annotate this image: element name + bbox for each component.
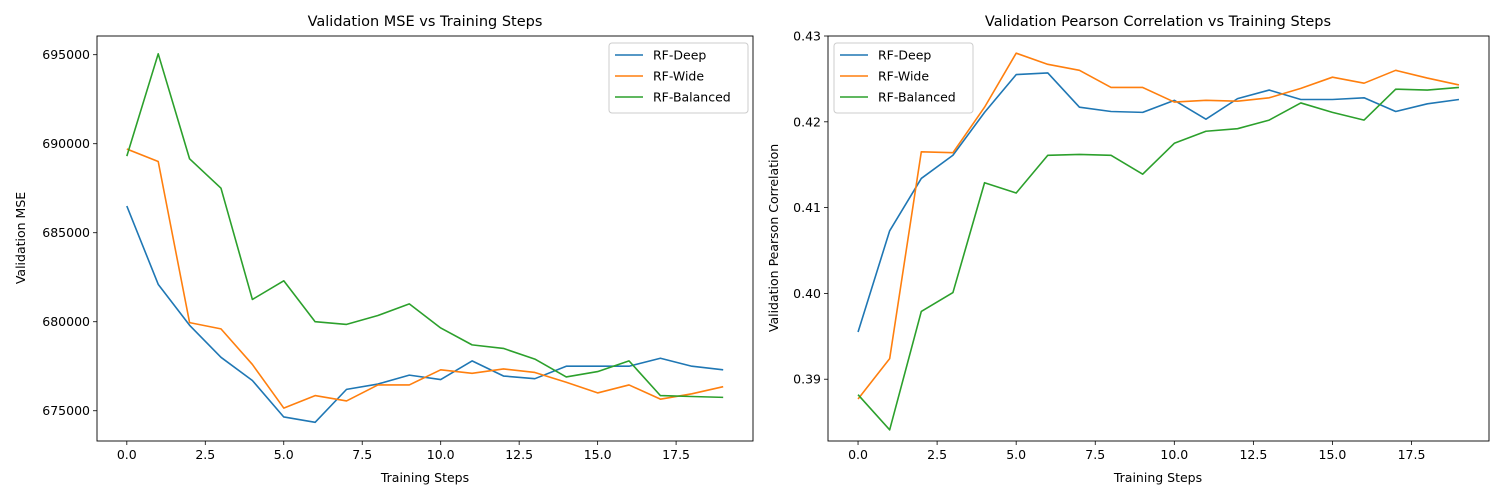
x-tick-label: 0.0: [848, 447, 868, 462]
legend: RF-Deep RF-Wide RF-Balanced: [608, 42, 749, 114]
chart-title: Validation MSE vs Training Steps: [308, 14, 543, 30]
x-tick-label: 7.5: [1085, 447, 1105, 462]
series-line-rf-deep: [857, 72, 1460, 333]
x-tick-label: 2.5: [195, 447, 215, 462]
x-tick-label: 10.0: [427, 447, 455, 462]
y-tick-label: 0.42: [793, 114, 821, 129]
series-line-rf-balanced: [857, 86, 1460, 431]
x-tick-label: 0.0: [117, 447, 137, 462]
tick-layer: 0.0 2.5 5.0 7.5 10.0 12.5 15.0 17.5 0.39 0.40 0.41…: [793, 29, 1425, 463]
x-tick-label: 12.5: [1239, 447, 1267, 462]
series-line-rf-balanced: [126, 52, 724, 399]
plot-frame: [96, 35, 754, 442]
legend-label: RF-Balanced: [653, 90, 731, 105]
y-tick-label: 675000: [42, 403, 90, 418]
legend-label: RF-Deep: [878, 48, 931, 63]
x-tick-label: 17.5: [662, 447, 690, 462]
x-tick-label: 15.0: [584, 447, 612, 462]
legend-label: RF-Wide: [878, 69, 929, 84]
y-tick-label: 690000: [42, 136, 90, 151]
mse-chart-panel: Validation MSE vs Training Steps Trainin…: [13, 14, 754, 485]
x-tick-label: 2.5: [927, 447, 947, 462]
x-tick-label: 15.0: [1319, 447, 1347, 462]
y-axis-label: Validation Pearson Correlation: [766, 144, 781, 332]
series-layer: [857, 52, 1460, 431]
y-tick-label: 0.39: [793, 372, 821, 387]
plot-frame: [827, 35, 1490, 442]
x-tick-label: 5.0: [274, 447, 294, 462]
legend-label: RF-Deep: [653, 48, 706, 63]
y-tick-label: 685000: [42, 225, 90, 240]
y-tick-label: 0.43: [793, 29, 821, 44]
y-tick-label: 695000: [42, 47, 90, 62]
legend-box: [833, 42, 974, 114]
x-tick-label: 7.5: [352, 447, 372, 462]
x-tick-label: 12.5: [505, 447, 533, 462]
y-axis-label: Validation MSE: [13, 192, 28, 284]
legend-box: [608, 42, 749, 114]
x-tick-label: 10.0: [1160, 447, 1188, 462]
y-tick-label: 0.41: [793, 200, 821, 215]
chart-title: Validation Pearson Correlation vs Traini…: [985, 14, 1331, 30]
legend: RF-Deep RF-Wide RF-Balanced: [833, 42, 974, 114]
tick-layer: 0.0 2.5 5.0 7.5 10.0 12.5 15.0 17.5 675000 680000…: [42, 47, 690, 462]
legend-label: RF-Balanced: [878, 90, 956, 105]
x-tick-label: 5.0: [1006, 447, 1026, 462]
series-line-rf-wide: [126, 148, 724, 409]
x-axis-label: Training Steps: [380, 470, 469, 485]
legend-label: RF-Wide: [653, 69, 704, 84]
x-axis-label: Training Steps: [1113, 470, 1202, 485]
y-tick-label: 0.40: [793, 286, 821, 301]
series-layer: [126, 52, 724, 424]
x-tick-label: 17.5: [1398, 447, 1426, 462]
y-tick-label: 680000: [42, 314, 90, 329]
pearson-chart-panel: Validation Pearson Correlation vs Traini…: [766, 14, 1490, 485]
series-line-rf-wide: [857, 52, 1460, 400]
